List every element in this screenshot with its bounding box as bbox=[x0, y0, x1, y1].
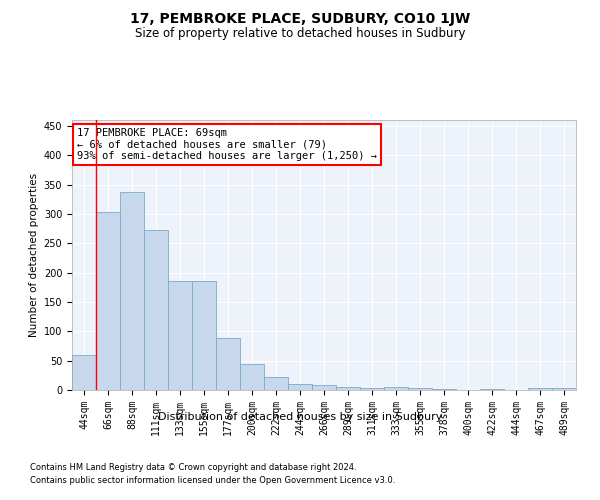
Bar bbox=[120, 192, 144, 390]
Bar bbox=[192, 282, 216, 390]
Bar bbox=[240, 364, 264, 390]
Bar bbox=[168, 282, 192, 390]
Text: 17, PEMBROKE PLACE, SUDBURY, CO10 1JW: 17, PEMBROKE PLACE, SUDBURY, CO10 1JW bbox=[130, 12, 470, 26]
Text: 17 PEMBROKE PLACE: 69sqm
← 6% of detached houses are smaller (79)
93% of semi-de: 17 PEMBROKE PLACE: 69sqm ← 6% of detache… bbox=[77, 128, 377, 162]
Bar bbox=[552, 388, 576, 390]
Text: Contains public sector information licensed under the Open Government Licence v3: Contains public sector information licen… bbox=[30, 476, 395, 485]
Bar bbox=[312, 386, 336, 390]
Bar bbox=[288, 384, 312, 390]
Bar bbox=[144, 230, 168, 390]
Bar bbox=[336, 387, 360, 390]
Bar bbox=[216, 338, 240, 390]
Text: Distribution of detached houses by size in Sudbury: Distribution of detached houses by size … bbox=[158, 412, 442, 422]
Bar bbox=[72, 355, 96, 390]
Text: Contains HM Land Registry data © Crown copyright and database right 2024.: Contains HM Land Registry data © Crown c… bbox=[30, 464, 356, 472]
Bar bbox=[96, 212, 120, 390]
Bar bbox=[264, 377, 288, 390]
Bar bbox=[408, 388, 432, 390]
Bar bbox=[528, 388, 552, 390]
Bar bbox=[360, 388, 384, 390]
Y-axis label: Number of detached properties: Number of detached properties bbox=[29, 173, 40, 337]
Text: Size of property relative to detached houses in Sudbury: Size of property relative to detached ho… bbox=[135, 28, 465, 40]
Bar bbox=[384, 387, 408, 390]
